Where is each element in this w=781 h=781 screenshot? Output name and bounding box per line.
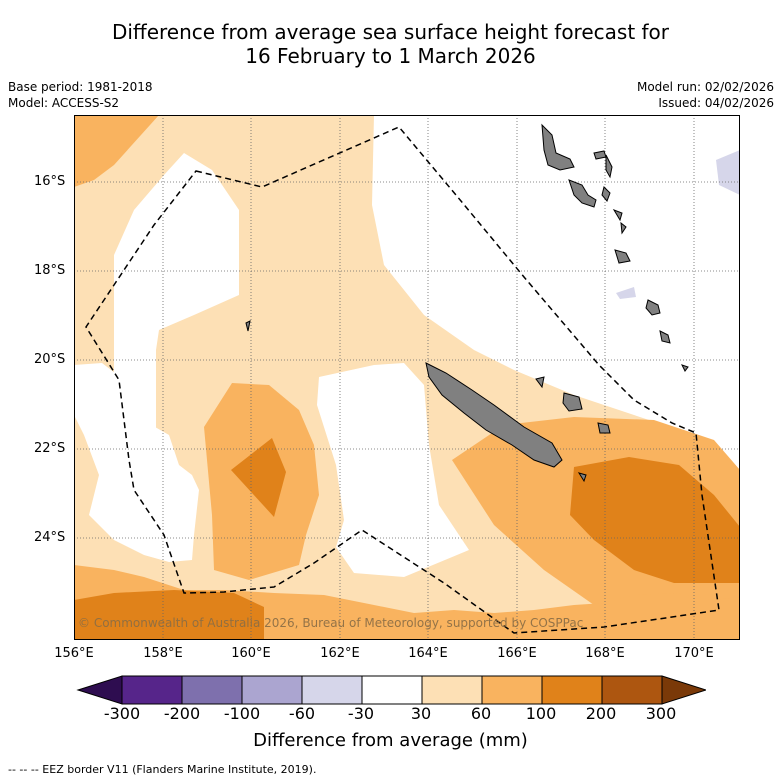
lon-label-162E: 162°E [320,646,360,661]
meta-left: Base period: 1981-2018 Model: ACCESS-S2 [8,79,153,111]
colorbar-segment [181,675,243,705]
map-canvas [74,115,740,640]
anomaly-fill-neutral-west [114,153,239,465]
lon-label-156E: 156°E [54,646,94,661]
colorbar-segment [421,675,483,705]
cb-tick-7: 100 [525,704,557,723]
vanuatu-tanna [645,299,661,316]
vanuatu-espiritu-santo [541,123,575,171]
colorbar-segment [481,675,543,705]
anomaly-fill-60-100-northwest [74,115,159,187]
colorbar-segment [301,675,363,705]
base-period: Base period: 1981-2018 [8,80,153,94]
vanuatu-small-2 [612,209,623,222]
vanuatu-efate [601,186,611,202]
anomaly-fill-neutral-southwest [74,363,199,562]
map-title-line1: Difference from average sea surface heig… [111,20,670,44]
meta-right: Model run: 02/02/2026 Issued: 04/02/2026 [637,79,774,111]
loyalty-lifou [562,392,583,412]
map-title-line2: 16 February to 1 March 2026 [245,44,536,68]
new-caledonia [425,362,563,468]
colorbar [76,675,706,705]
colorbar-label: Difference from average (mm) [253,730,528,751]
vanuatu-malakula [568,179,597,208]
cb-tick-8: 200 [585,704,617,723]
colorbar-arrow-low [76,675,123,705]
anomaly-fill-100-200-southwest [74,590,264,640]
lon-label-158E: 158°E [143,646,183,661]
cb-tick-6: 60 [470,704,492,723]
lon-label-164E: 164°E [408,646,448,661]
vanuatu-erromango [614,249,631,264]
colorbar-segment [541,675,603,705]
sea-height-map: © Commonwealth of Australia 2026, Bureau… [74,115,740,640]
cb-tick-2: -100 [223,704,261,723]
anomaly-fill-neg30-neg60-small [616,287,636,299]
colorbar-segment [121,675,183,705]
lat-label-20S: 20°S [34,352,66,367]
lat-label-24S: 24°S [34,530,66,545]
colorbar-segment [241,675,303,705]
eez-legend-note: -- -- -- EEZ border V11 (Flanders Marine… [8,763,317,776]
hunter-island [577,472,587,483]
vanuatu-small-1 [593,150,607,160]
lon-label-168E: 168°E [585,646,625,661]
cb-tick-0: -300 [103,704,141,723]
loyalty-mare [597,422,611,434]
model-run: Model run: 02/02/2026 [636,80,774,94]
model-name: Model: ACCESS-S2 [8,96,120,110]
cb-tick-5: 30 [410,704,432,723]
colorbar-arrow-high [661,675,706,705]
colorbar-segment [601,675,663,705]
land-masses [245,123,689,483]
vanuatu-aneityum [659,330,671,344]
anomaly-fill-100-200-small [231,438,286,517]
lon-label-166E: 166°E [497,646,537,661]
anomaly-fill-neutral-center [317,363,469,577]
lat-label-16S: 16°S [34,174,66,189]
lon-label-160E: 160°E [231,646,271,661]
lat-label-22S: 22°S [34,441,66,456]
anomaly-fill-neg30-neg60 [716,150,740,195]
eez-border [85,126,720,634]
vanuatu-pentecost [605,154,613,179]
lon-label-170E: 170°E [674,646,714,661]
issued-date: Issued: 04/02/2026 [658,96,774,110]
anomaly-fill-neutral-north [372,115,740,475]
chesterfield-reef [245,320,251,332]
matthew-island [681,364,689,372]
vanuatu-small-3 [620,221,627,235]
cb-tick-1: -200 [163,704,201,723]
loyalty-ouvea [535,376,545,389]
cb-tick-3: -60 [288,704,316,723]
anomaly-fill-100-200-east [570,457,740,583]
lat-label-18S: 18°S [34,263,66,278]
cb-tick-4: -30 [347,704,375,723]
cb-tick-9: 300 [645,704,677,723]
copyright-notice: © Commonwealth of Australia 2026, Bureau… [78,616,584,630]
colorbar-segment [361,675,423,705]
graticule [74,115,740,640]
